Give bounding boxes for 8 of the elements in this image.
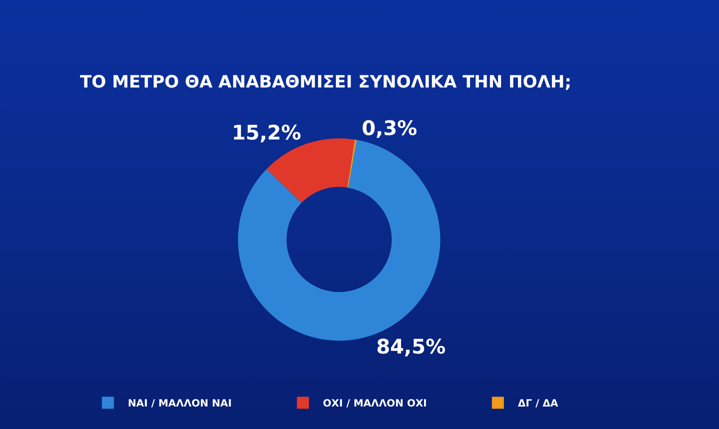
legend-label: ΟΧΙ / ΜΑΛΛΟΝ ΟΧΙ [322, 398, 427, 410]
chart-title: ΤΟ ΜΕΤΡΟ ΘΑ ΑΝΑΒΑΘΜΙΣΕΙ ΣΥΝΟΛΙΚΑ ΤΗΝ ΠΟΛΗ; [80, 72, 572, 92]
data-label: 84,5% [376, 334, 446, 359]
donut-slice [347, 140, 357, 188]
legend-label: ΔΓ / ΔΑ [518, 398, 558, 410]
data-label: 15,2% [232, 120, 302, 145]
data-label: 0,3% [362, 116, 418, 140]
legend-label: ΝΑΙ / ΜΑΛΛΟΝ ΝΑΙ [128, 398, 232, 410]
